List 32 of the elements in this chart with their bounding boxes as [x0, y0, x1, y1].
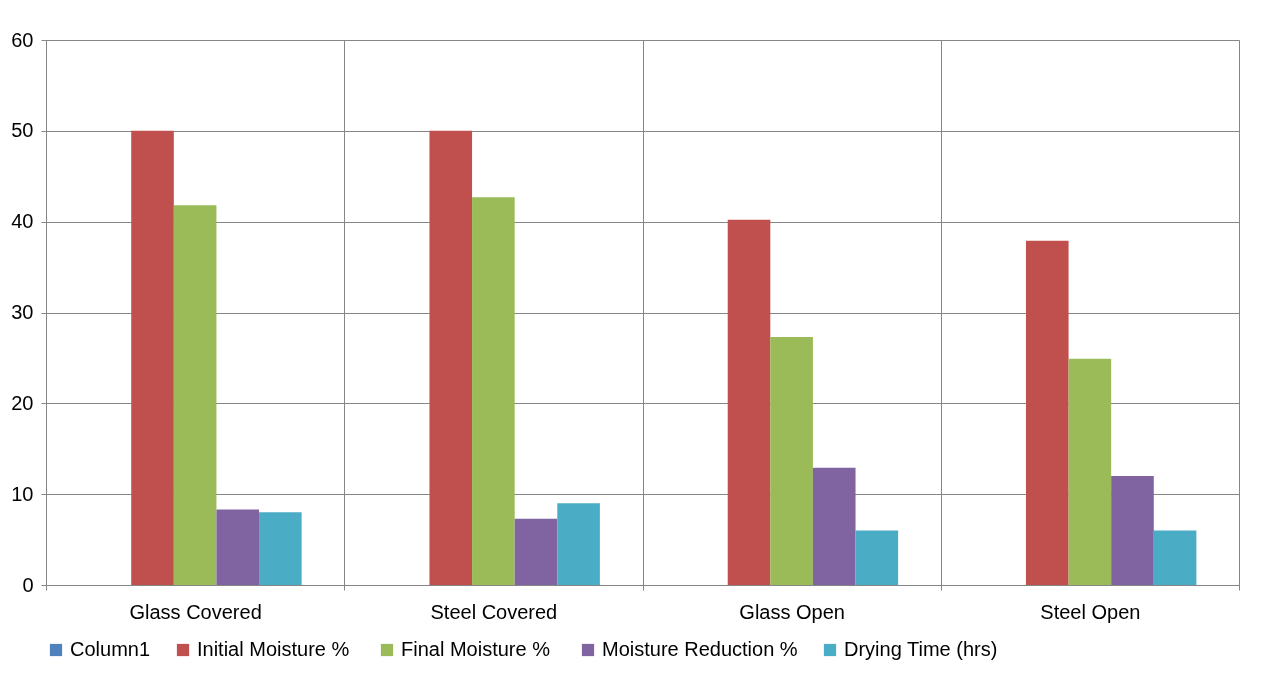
x-tick-label: Glass Covered — [129, 600, 262, 623]
bar — [557, 503, 600, 585]
bar — [855, 530, 899, 585]
legend-label: Initial Moisture % — [197, 638, 350, 660]
bar — [812, 467, 856, 585]
bar — [1111, 476, 1154, 585]
y-tick-label: 0 — [22, 573, 34, 596]
bar — [259, 512, 302, 585]
x-tick-label: Steel Open — [1040, 600, 1141, 623]
y-tick-label: 50 — [11, 119, 34, 142]
y-tick-label: 40 — [11, 210, 34, 233]
bar — [216, 509, 260, 585]
bar — [727, 219, 771, 585]
bar — [1153, 530, 1197, 585]
legend-label: Final Moisture % — [401, 638, 551, 660]
legend-label: Drying Time (hrs) — [844, 638, 998, 660]
legend-label: Column1 — [70, 638, 151, 660]
x-tick-label: Steel Covered — [430, 600, 558, 623]
bar — [1068, 358, 1112, 585]
y-tick-label: 30 — [11, 301, 34, 323]
x-tick-label: Glass Open — [739, 600, 845, 623]
bar — [1025, 240, 1069, 585]
bar — [514, 518, 558, 585]
bar — [429, 130, 473, 585]
y-tick-label: 60 — [11, 28, 34, 51]
y-tick-label: 10 — [11, 482, 34, 505]
bar — [173, 205, 217, 585]
y-tick-label: 20 — [11, 391, 34, 414]
bar — [472, 197, 515, 585]
bar — [131, 130, 174, 585]
legend-label: Moisture Reduction % — [602, 638, 798, 660]
bar — [770, 337, 813, 585]
